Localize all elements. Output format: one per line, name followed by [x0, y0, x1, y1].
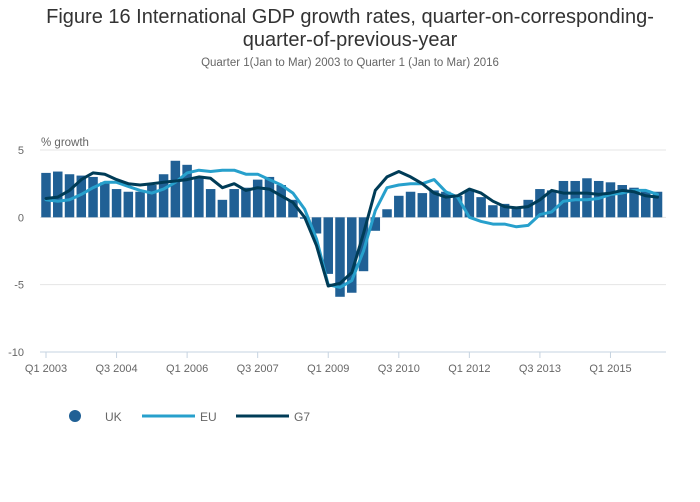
uk-bar — [499, 203, 510, 218]
uk-bar — [476, 197, 486, 218]
uk-bar — [264, 176, 275, 218]
x-tick-label: Q1 2009 — [307, 363, 349, 375]
x-tick-label: Q1 2003 — [25, 363, 67, 375]
y-axis-label: % growth — [41, 137, 89, 149]
uk-bar — [88, 176, 98, 218]
uk-bar — [629, 187, 639, 218]
uk-bar — [276, 185, 286, 218]
uk-bar — [511, 206, 522, 218]
y-tick-label: -5 — [14, 280, 24, 292]
uk-bar — [546, 190, 557, 218]
uk-bar — [605, 182, 616, 218]
uk-bar — [441, 191, 451, 218]
uk-bar — [64, 174, 75, 218]
x-tick-label: Q1 2012 — [448, 363, 490, 375]
uk-bar — [111, 189, 122, 218]
uk-bar — [182, 164, 192, 218]
uk-bar — [100, 182, 110, 218]
uk-bar — [405, 191, 416, 218]
legend-item-eu[interactable]: EU — [142, 410, 217, 424]
uk-bar — [452, 195, 463, 218]
uk-bar — [241, 187, 251, 218]
chart-title-line-2: quarter-of-previous-year — [242, 29, 458, 51]
uk-bar — [558, 180, 569, 218]
uk-bar — [347, 217, 357, 293]
uk-bar — [335, 217, 345, 297]
legend-item-g7[interactable]: G7 — [236, 410, 310, 424]
series-lines — [44, 168, 659, 289]
uk-bar — [311, 217, 322, 234]
y-tick-label: 5 — [18, 145, 24, 157]
uk-bar — [641, 190, 651, 218]
uk-bar — [417, 193, 428, 218]
uk-bar — [323, 217, 333, 274]
uk-bar — [170, 160, 181, 218]
uk-bar — [358, 217, 369, 272]
y-tick-label: 0 — [18, 212, 24, 224]
x-axis: Q1 2003 Q3 2004 Q1 2006 Q3 2007 Q1 2009 Q3 20… — [25, 351, 666, 375]
uk-bar — [205, 189, 216, 218]
uk-bar — [288, 199, 298, 218]
legend: UK EU G7 — [69, 410, 310, 424]
uk-bar — [123, 191, 134, 218]
uk-bar — [53, 171, 63, 218]
x-tick-label: Q3 2013 — [519, 363, 561, 375]
uk-bar — [76, 175, 87, 218]
legend-item-uk[interactable]: UK — [69, 410, 122, 424]
g7-line — [44, 170, 659, 288]
y-tick-label: -10 — [8, 347, 24, 359]
uk-bar — [147, 185, 157, 218]
uk-bar — [370, 217, 381, 231]
uk-bar — [382, 209, 392, 218]
y-axis-ticks: 5 0 -5 -10 — [8, 145, 24, 359]
chart-title-line-1: Figure 16 International GDP growth rates… — [46, 6, 654, 28]
uk-bar — [135, 191, 145, 218]
x-tick-label: Q1 2015 — [589, 363, 631, 375]
legend-uk-marker — [69, 410, 81, 422]
legend-uk-label: UK — [105, 410, 122, 424]
legend-eu-label: EU — [200, 410, 217, 424]
uk-bar — [229, 189, 239, 218]
uk-bar — [394, 195, 404, 218]
uk-bar — [429, 190, 439, 218]
x-tick-label: Q3 2010 — [378, 363, 420, 375]
x-tick-label: Q3 2007 — [237, 363, 279, 375]
chart-title: Figure 16 International GDP growth rates… — [0, 6, 700, 52]
uk-bars — [41, 160, 663, 297]
uk-bar — [617, 185, 627, 218]
uk-bar — [194, 176, 204, 218]
uk-bar — [535, 189, 545, 218]
uk-bar — [523, 199, 533, 218]
uk-bar — [252, 179, 263, 218]
uk-bar — [652, 191, 663, 218]
uk-bar — [582, 178, 592, 218]
eu-line — [44, 168, 659, 289]
uk-bar — [464, 190, 475, 218]
chart-subtitle: Quarter 1(Jan to Mar) 2003 to Quarter 1 … — [201, 57, 499, 69]
uk-bar — [488, 205, 498, 218]
x-tick-label: Q3 2004 — [95, 363, 137, 375]
uk-bar — [41, 172, 51, 218]
uk-bar — [158, 174, 169, 218]
uk-bar — [217, 199, 228, 218]
legend-g7-label: G7 — [294, 410, 310, 424]
x-tick-label: Q1 2006 — [166, 363, 208, 375]
